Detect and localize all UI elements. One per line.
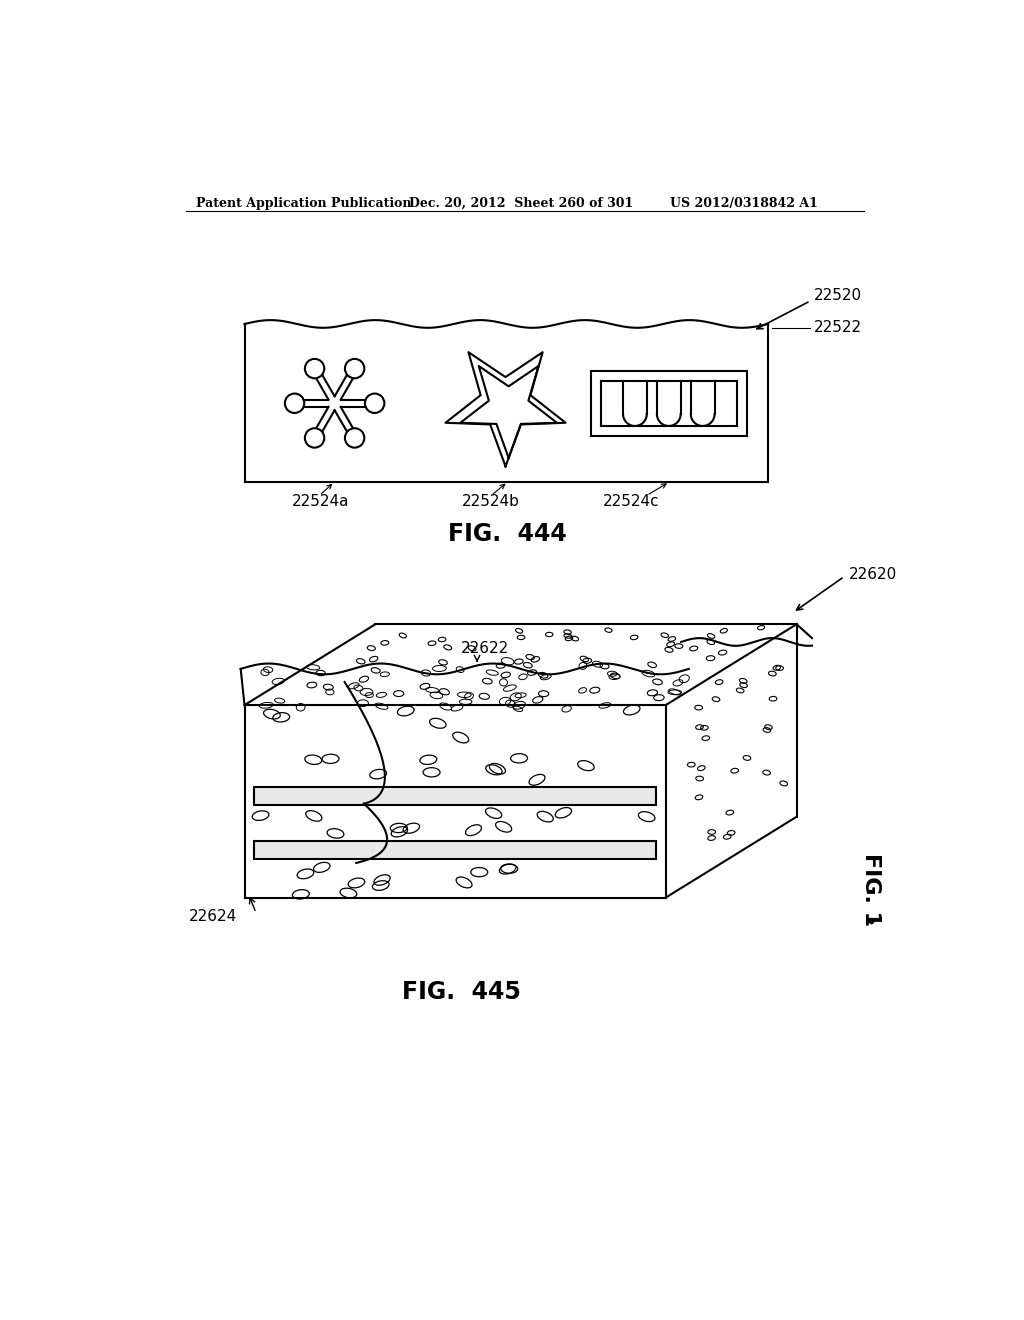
Text: 22524c: 22524c (603, 494, 659, 510)
Text: 22524b: 22524b (462, 494, 519, 510)
Text: 22622: 22622 (461, 640, 509, 656)
Text: FIG.  445: FIG. 445 (402, 979, 521, 1003)
Text: US 2012/0318842 A1: US 2012/0318842 A1 (670, 197, 817, 210)
Text: FIG. 1: FIG. 1 (861, 853, 882, 927)
Bar (254, 788, 656, 805)
Text: Patent Application Publication: Patent Application Publication (196, 197, 412, 210)
Bar (254, 841, 656, 859)
Text: 22524a: 22524a (292, 494, 350, 510)
Text: Dec. 20, 2012  Sheet 260 of 301: Dec. 20, 2012 Sheet 260 of 301 (410, 197, 634, 210)
Text: 22520: 22520 (814, 288, 862, 304)
Text: 22620: 22620 (849, 566, 897, 582)
Text: 22624: 22624 (188, 909, 237, 924)
Text: 22522: 22522 (814, 321, 862, 335)
Text: FIG.  444: FIG. 444 (449, 523, 567, 546)
